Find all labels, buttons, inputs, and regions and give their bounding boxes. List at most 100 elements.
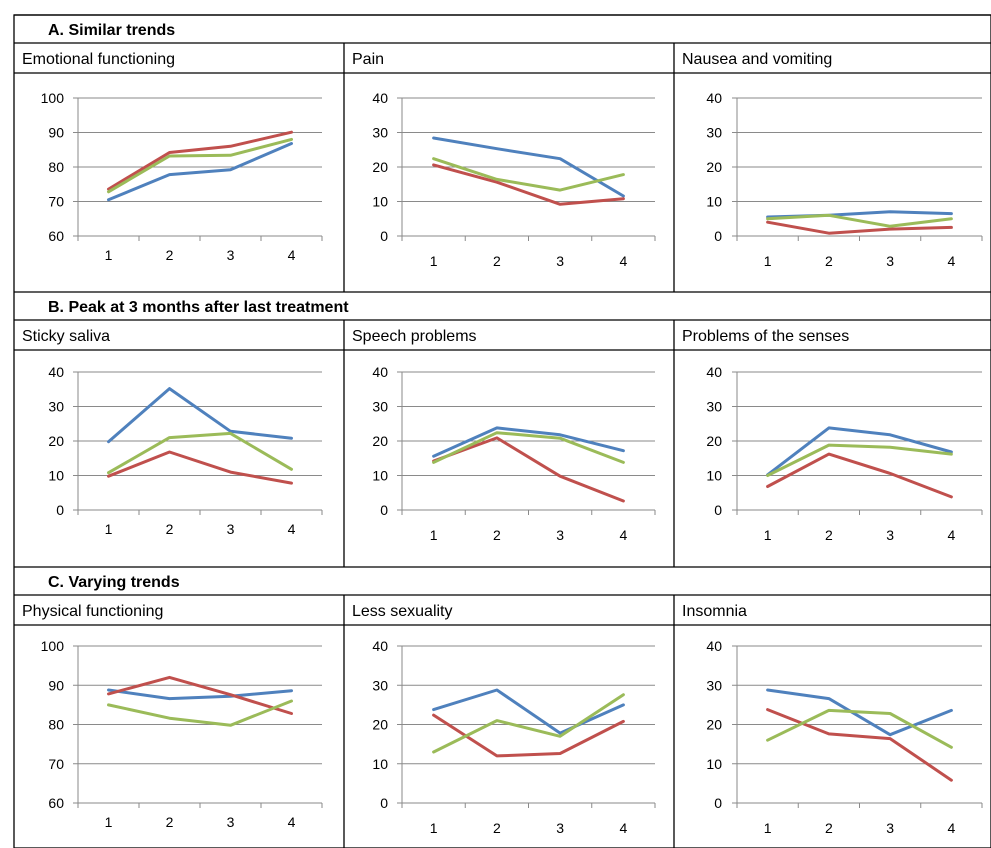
x-tick-label: 2 — [825, 527, 833, 543]
x-tick-label: 2 — [166, 521, 174, 537]
y-tick-label: 20 — [706, 159, 722, 175]
series-line-blue — [432, 426, 625, 458]
x-tick-label: 4 — [947, 527, 955, 543]
y-tick-label: 0 — [380, 795, 388, 811]
panel-title: Less sexuality — [352, 603, 453, 620]
x-tick-label: 4 — [947, 820, 955, 836]
y-tick-label: 30 — [372, 399, 388, 415]
series-line-red — [766, 452, 953, 499]
x-tick-label: 2 — [825, 820, 833, 836]
series-line-green — [107, 137, 293, 194]
x-tick-label: 2 — [493, 253, 501, 269]
series-line-blue — [107, 688, 293, 701]
series-line-blue — [432, 136, 625, 198]
section-title: B. Peak at 3 months after last treatment — [48, 299, 349, 316]
y-tick-label: 10 — [372, 756, 388, 772]
y-tick-label: 10 — [706, 194, 722, 210]
y-tick-label: 20 — [372, 433, 388, 449]
y-tick-label: 20 — [372, 717, 388, 733]
x-tick-label: 4 — [288, 814, 296, 830]
x-tick-label: 3 — [227, 814, 235, 830]
y-tick-label: 80 — [48, 717, 64, 733]
series-line-red — [766, 708, 953, 782]
x-tick-label: 3 — [886, 527, 894, 543]
chart-panel: Problems of the senses 0 10 20 30 40 1 2 3 4 — [682, 328, 983, 543]
series-line-green — [432, 157, 625, 192]
y-tick-label: 0 — [714, 502, 722, 518]
x-tick-label: 1 — [764, 820, 772, 836]
x-tick-label: 3 — [556, 253, 564, 269]
x-tick-label: 4 — [619, 253, 627, 269]
y-tick-label: 60 — [48, 795, 64, 811]
x-tick-label: 4 — [947, 253, 955, 269]
series-line-red — [107, 130, 293, 191]
panel-title: Insomnia — [682, 603, 747, 620]
x-tick-label: 2 — [166, 814, 174, 830]
y-tick-label: 30 — [706, 399, 722, 415]
y-tick-label: 90 — [48, 125, 64, 141]
y-tick-label: 10 — [372, 468, 388, 484]
series-line-blue — [107, 387, 293, 444]
x-tick-label: 3 — [227, 521, 235, 537]
series-line-red — [432, 163, 625, 206]
y-tick-label: 40 — [48, 364, 64, 380]
y-tick-label: 90 — [48, 677, 64, 693]
series-line-blue — [766, 426, 953, 477]
x-tick-label: 2 — [493, 820, 501, 836]
y-tick-label: 30 — [372, 677, 388, 693]
y-tick-label: 20 — [372, 159, 388, 175]
x-tick-label: 1 — [105, 247, 113, 263]
y-tick-label: 40 — [372, 638, 388, 654]
series-line-green — [107, 699, 293, 727]
x-tick-label: 3 — [886, 253, 894, 269]
y-tick-label: 40 — [706, 364, 722, 380]
x-tick-label: 1 — [764, 527, 772, 543]
y-tick-label: 20 — [706, 717, 722, 733]
series-line-green — [766, 443, 953, 477]
series-line-green — [107, 431, 293, 475]
panel-title: Physical functioning — [22, 603, 163, 620]
y-tick-label: 80 — [48, 159, 64, 175]
y-tick-label: 30 — [706, 125, 722, 141]
chart-panel: Pain 0 10 20 30 40 1 2 3 4 — [352, 51, 656, 269]
y-tick-label: 10 — [372, 194, 388, 210]
y-tick-label: 30 — [706, 677, 722, 693]
x-tick-label: 2 — [493, 527, 501, 543]
y-tick-label: 60 — [48, 228, 64, 244]
x-tick-label: 1 — [430, 527, 438, 543]
y-tick-label: 0 — [56, 502, 64, 518]
y-tick-label: 100 — [41, 90, 65, 106]
x-tick-label: 4 — [288, 521, 296, 537]
y-tick-label: 30 — [48, 399, 64, 415]
chart-panel: Emotional functioning 60 70 80 90 100 1 2 3 4 — [22, 51, 323, 263]
x-tick-label: 1 — [105, 814, 113, 830]
y-tick-label: 10 — [706, 468, 722, 484]
y-tick-label: 40 — [706, 638, 722, 654]
y-tick-label: 10 — [48, 468, 64, 484]
frames — [13, 14, 991, 848]
y-tick-label: 100 — [41, 638, 65, 654]
x-tick-label: 4 — [619, 820, 627, 836]
y-tick-label: 30 — [372, 125, 388, 141]
x-tick-label: 4 — [619, 527, 627, 543]
y-tick-label: 20 — [706, 433, 722, 449]
series-line-red — [432, 436, 625, 503]
chart-panel: Less sexuality 0 10 20 30 40 1 2 3 4 — [352, 603, 656, 836]
x-tick-label: 1 — [430, 253, 438, 269]
chart-panel: Physical functioning 60 70 80 90 100 1 2 3 4 — [22, 603, 323, 830]
series-line-green — [432, 431, 625, 464]
x-tick-label: 1 — [105, 521, 113, 537]
panel-title: Problems of the senses — [682, 328, 849, 345]
panel-title: Pain — [352, 51, 384, 68]
x-tick-label: 1 — [430, 820, 438, 836]
y-tick-label: 0 — [714, 795, 722, 811]
series-line-green — [432, 693, 625, 754]
x-tick-label: 4 — [288, 247, 296, 263]
series-line-green — [766, 213, 953, 228]
series-line-red — [107, 450, 293, 485]
panel-title: Nausea and vomiting — [682, 51, 832, 68]
x-tick-label: 1 — [764, 253, 772, 269]
series-line-blue — [432, 688, 625, 735]
panel-title: Speech problems — [352, 328, 477, 345]
